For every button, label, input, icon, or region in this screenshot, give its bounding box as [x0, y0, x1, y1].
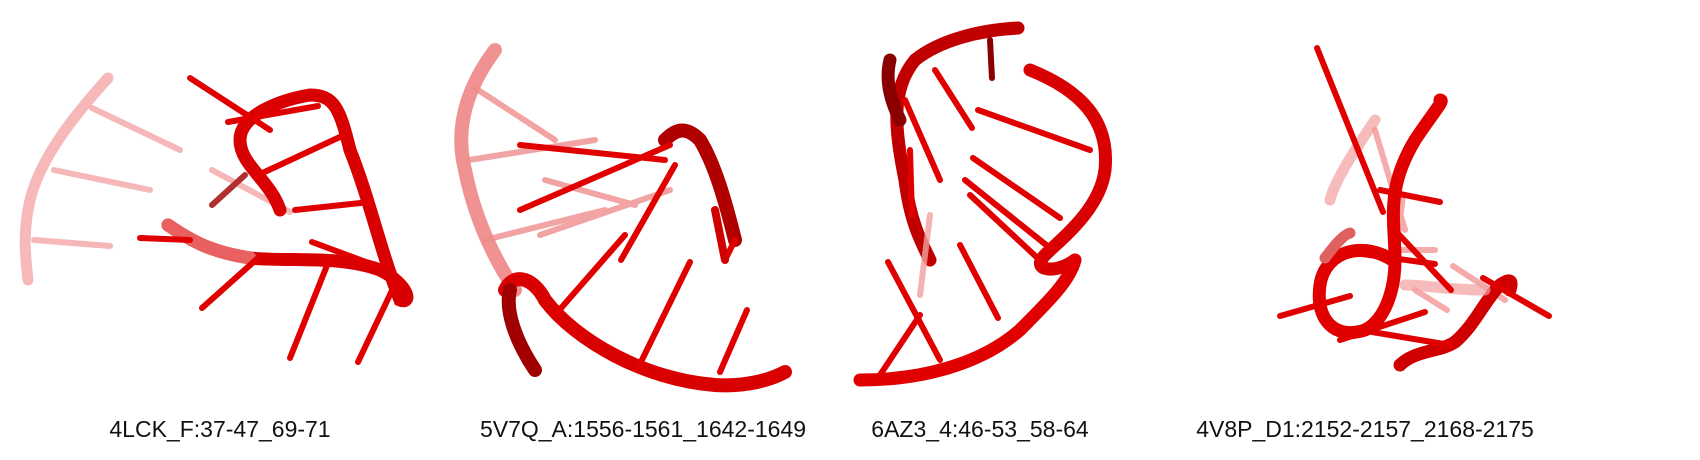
- structure-panel-3: 6AZ3_4:46-53_58-64: [850, 0, 1275, 460]
- structure-panel-1: 4LCK_F:37-47_69-71: [0, 0, 425, 460]
- structure-label-2: 5V7Q_A:1556-1561_1642-1649: [479, 416, 807, 442]
- structure-panel-4: 4V8P_D1:2152-2157_2168-2175: [1196, 0, 1700, 460]
- structure-label-1: 4LCK_F:37-47_69-71: [109, 416, 331, 442]
- structure-label-3: 6AZ3_4:46-53_58-64: [871, 416, 1089, 442]
- structure-panel-2: 5V7Q_A:1556-1561_1642-1649: [425, 0, 850, 460]
- rna-cartoon-5v7q: [454, 43, 792, 393]
- structure-label-4: 4V8P_D1:2152-2157_2168-2175: [1196, 416, 1534, 442]
- rna-cartoon-4v8p: [1277, 45, 1552, 372]
- rna-cartoon-6az3: [853, 21, 1113, 387]
- rna-cartoon-4lck: [19, 72, 414, 365]
